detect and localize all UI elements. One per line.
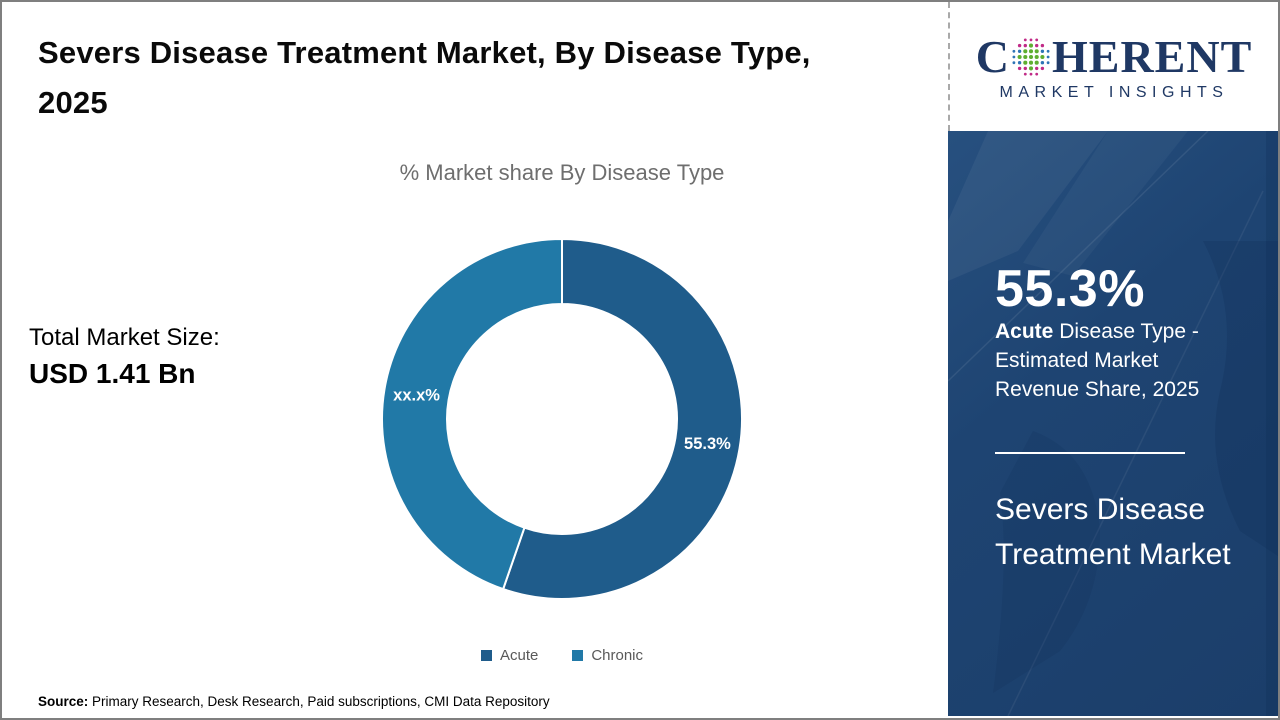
total-market-label: Total Market Size:: [29, 324, 220, 351]
donut-segment-acute: [501, 237, 743, 600]
logo-word-start: C: [975, 30, 1010, 82]
brand-logo: C HERENT MARKET INSIGHTS: [948, 2, 1278, 131]
legend-item-acute: Acute: [480, 647, 539, 664]
source-line: Source: Primary Research, Desk Research,…: [38, 694, 550, 709]
sidebar-stat-rest: Disease Type - Estimated Market Revenue …: [995, 320, 1200, 401]
sidebar-divider: [995, 452, 1185, 454]
legend-label-chronic: Chronic: [591, 647, 644, 664]
highlight-sidebar: 55.3% Acute Disease Type - Estimated Mar…: [948, 131, 1278, 716]
donut-label-chronic: xx.x%: [393, 386, 440, 404]
source-text: Primary Research, Desk Research, Paid su…: [88, 694, 550, 709]
legend-swatch-acute: [480, 650, 492, 661]
donut-chart: 55.3% xx.x%: [381, 237, 743, 600]
logo-tagline: MARKET INSIGHTS: [999, 83, 1229, 101]
source-label: Source:: [38, 694, 89, 709]
total-market-value: USD 1.41 Bn: [29, 358, 196, 389]
sidebar-stat-segment: Acute: [995, 320, 1054, 343]
chart-legend: Acute Chronic: [190, 647, 934, 664]
sidebar-stat-description: Acute Disease Type - Estimated Market Re…: [995, 317, 1213, 404]
page-title: Severs Disease Treatment Market, By Dise…: [38, 35, 811, 120]
donut-segment-chronic: [381, 237, 563, 591]
chart-subtitle: % Market share By Disease Type: [399, 160, 725, 185]
legend-item-chronic: Chronic: [572, 647, 643, 664]
sidebar-stat-value: 55.3%: [995, 260, 1145, 318]
world-map-background: [948, 131, 1278, 716]
logo-wordmark: C HERENT: [975, 30, 1253, 82]
legend-swatch-chronic: [572, 650, 584, 661]
total-market-size: Total Market Size: USD 1.41 Bn: [29, 324, 220, 390]
sidebar-market-name: Severs Disease Treatment Market: [995, 493, 1231, 571]
logo-globe-icon: [1012, 38, 1050, 75]
legend-label-acute: Acute: [499, 647, 539, 664]
donut-label-acute: 55.3%: [684, 435, 731, 453]
logo-word-end: HERENT: [1051, 30, 1253, 82]
